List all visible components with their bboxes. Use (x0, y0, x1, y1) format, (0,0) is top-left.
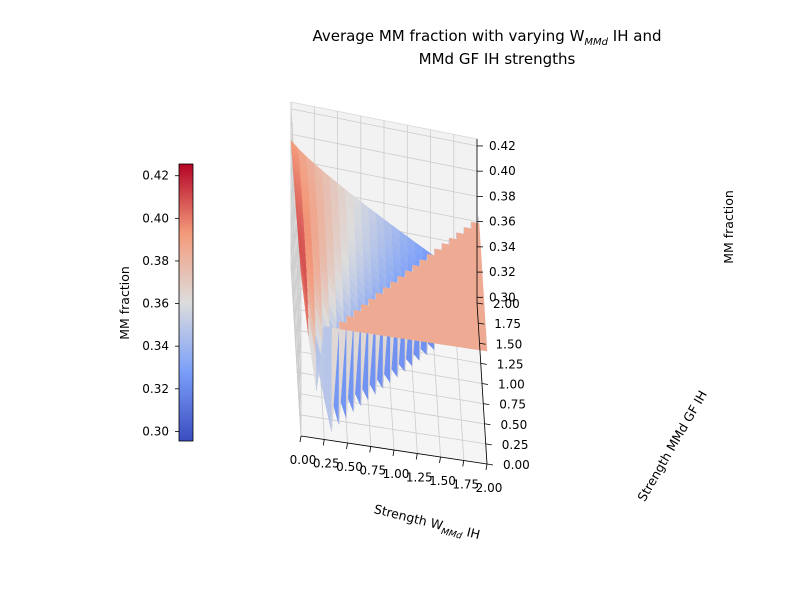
surface-facet (409, 333, 417, 341)
chart-title-line2: MMd GF IH strengths (419, 50, 576, 68)
surface-facet (386, 329, 394, 337)
colorbar: 0.30 0.32 0.34 0.36 0.38 0.40 0.42 MM fraction (117, 164, 193, 441)
y-tick-label: 0.00 (503, 458, 530, 472)
surface-facet (378, 328, 386, 336)
surface-facet (355, 324, 363, 332)
surface-facet (347, 323, 355, 331)
y-tick-label: 1.25 (497, 357, 524, 371)
y-tick-mark (481, 363, 487, 364)
axes-3d: 0.000.250.500.751.001.251.501.752.00 0.0… (290, 102, 530, 495)
y-tick-label: 0.75 (499, 398, 526, 412)
chart-title: Average MM fraction with varying WMMd IH… (313, 27, 662, 48)
z-tick-label: 0.32 (489, 265, 516, 279)
x-tick-mark (323, 440, 324, 446)
x-tick-mark (416, 454, 417, 460)
y-tick-mark (485, 424, 491, 425)
x-axis-label: Strength WMMd IH (372, 501, 482, 546)
colorbar-tick-label: 0.32 (142, 382, 169, 396)
x-tick-mark (463, 461, 464, 467)
surface-facet (463, 341, 471, 349)
y-tick-mark (486, 444, 492, 445)
x-tick-mark (440, 457, 441, 463)
y-tick-label: 1.00 (498, 378, 525, 392)
y-axis-label: Strength MMd GF IH (634, 388, 710, 504)
surface-facet (394, 330, 402, 338)
surface-facet (425, 335, 433, 343)
colorbar-tick-label: 0.40 (142, 211, 169, 225)
z-axis: 0.30 0.32 0.34 0.36 0.38 0.40 0.42 (477, 139, 516, 304)
x-tick-mark (370, 447, 371, 453)
surface-facet (432, 336, 440, 344)
z-tick-label: 0.34 (489, 240, 516, 254)
y-tick-label: 0.25 (502, 438, 529, 452)
x-tick-mark (347, 443, 348, 449)
surface-facet (339, 322, 347, 330)
y-tick-label: 1.75 (494, 317, 521, 331)
z-tick-label: 0.38 (489, 189, 516, 203)
surface-facet (417, 334, 425, 342)
surface-facet (370, 327, 378, 335)
x-tick-mark (486, 464, 487, 470)
colorbar-ticks: 0.30 0.32 0.34 0.36 0.38 0.40 0.42 (142, 169, 179, 439)
z-tick-label: 0.30 (489, 290, 516, 304)
colorbar-tick-label: 0.42 (142, 169, 169, 183)
y-tick-mark (482, 384, 488, 385)
surface-facet (363, 326, 371, 334)
colorbar-tick-label: 0.34 (142, 339, 169, 353)
y-tick-label: 1.50 (496, 337, 523, 351)
colorbar-label: MM fraction (117, 266, 132, 340)
colorbar-tick-label: 0.36 (142, 297, 169, 311)
surface-facet (471, 342, 479, 350)
colorbar-tick-label: 0.38 (142, 254, 169, 268)
surface-facet (456, 340, 464, 348)
z-tick-label: 0.36 (489, 215, 516, 229)
z-tick-label: 0.40 (489, 164, 516, 178)
z-axis-label: MM fraction (721, 190, 736, 264)
surface-facet (440, 337, 448, 345)
x-tick-label: 2.00 (476, 481, 503, 495)
colorbar-gradient (179, 164, 193, 441)
y-tick-label: 0.50 (501, 418, 528, 432)
surface-facet (448, 339, 456, 347)
y-tick-mark (487, 464, 493, 465)
x-tick-mark (300, 436, 301, 442)
surface-facet (401, 331, 409, 339)
colorbar-tick-label: 0.30 (142, 424, 169, 438)
z-tick-label: 0.42 (489, 139, 516, 153)
x-tick-mark (393, 450, 394, 456)
y-tick-mark (483, 404, 489, 405)
